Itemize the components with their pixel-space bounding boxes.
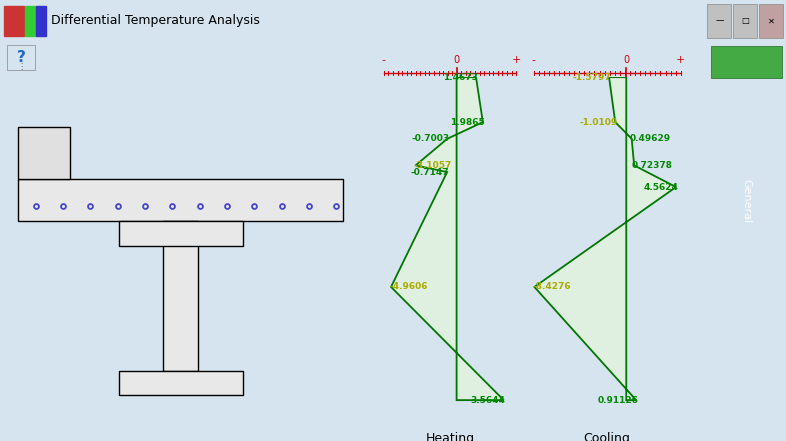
Text: -: - bbox=[382, 55, 386, 65]
Text: ⋮: ⋮ bbox=[17, 62, 25, 71]
Text: Differential Temperature Analysis: Differential Temperature Analysis bbox=[51, 15, 260, 27]
Polygon shape bbox=[391, 77, 504, 400]
Text: ✕: ✕ bbox=[768, 16, 775, 26]
Text: 0: 0 bbox=[454, 55, 460, 65]
Text: 1.4673: 1.4673 bbox=[443, 73, 478, 82]
Bar bbox=[36, 6, 46, 36]
Bar bbox=[119, 221, 243, 246]
Text: 0.91126: 0.91126 bbox=[597, 396, 638, 405]
Text: 1.9865: 1.9865 bbox=[450, 118, 485, 127]
Bar bbox=[711, 46, 782, 78]
Text: -1.5797: -1.5797 bbox=[572, 73, 612, 82]
Text: General: General bbox=[742, 179, 751, 224]
Text: 0.49629: 0.49629 bbox=[630, 134, 670, 143]
Bar bbox=[7, 45, 35, 70]
Text: 0: 0 bbox=[623, 55, 630, 65]
Text: -: - bbox=[531, 55, 535, 65]
Text: -0.7147: -0.7147 bbox=[410, 168, 449, 176]
Text: +: + bbox=[512, 55, 521, 65]
Text: 4.5624: 4.5624 bbox=[643, 183, 678, 191]
Bar bbox=[119, 371, 243, 396]
Text: 0.72378: 0.72378 bbox=[632, 161, 673, 170]
Bar bbox=[25, 6, 35, 36]
Bar bbox=[759, 4, 783, 37]
Bar bbox=[707, 4, 731, 37]
Polygon shape bbox=[534, 77, 676, 400]
Text: ?: ? bbox=[17, 50, 26, 65]
Text: Cooling: Cooling bbox=[584, 432, 630, 441]
Text: 3.5644: 3.5644 bbox=[471, 396, 505, 405]
Text: +: + bbox=[676, 55, 685, 65]
Text: □: □ bbox=[741, 16, 750, 26]
Bar bbox=[18, 179, 343, 221]
Bar bbox=[163, 221, 198, 371]
Text: —: — bbox=[715, 16, 724, 26]
Bar bbox=[4, 6, 24, 36]
Text: -0.7003: -0.7003 bbox=[411, 134, 450, 143]
Text: -8.4276: -8.4276 bbox=[532, 282, 571, 292]
Text: -4.9606: -4.9606 bbox=[389, 282, 428, 292]
Text: -1.0109: -1.0109 bbox=[579, 118, 618, 127]
Text: -3.1057: -3.1057 bbox=[413, 161, 452, 170]
Bar bbox=[18, 127, 70, 179]
Text: Heating: Heating bbox=[425, 432, 475, 441]
Bar bbox=[733, 4, 757, 37]
